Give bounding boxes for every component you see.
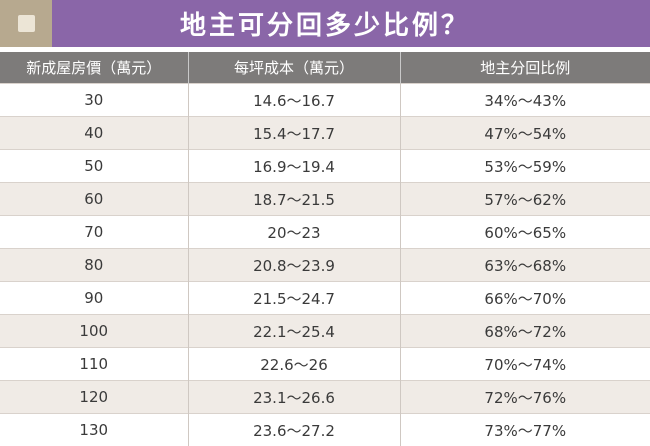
table-row: 80 20.8～23.9 63%～68% (0, 249, 650, 282)
cell-cost: 15.4～17.7 (188, 117, 400, 150)
page-title: 地主可分回多少比例？ (180, 5, 470, 42)
header-row: 新成屋房價（萬元） 每坪成本（萬元） 地主分回比例 (0, 52, 650, 84)
cell-cost: 16.9～19.4 (188, 150, 400, 183)
cell-price: 70 (0, 216, 188, 249)
table-row: 30 14.6～16.7 34%～43% (0, 84, 650, 117)
cell-share: 66%～70% (400, 282, 650, 315)
header-cost-per-ping: 每坪成本（萬元） (188, 52, 400, 84)
cell-price: 50 (0, 150, 188, 183)
cell-price: 40 (0, 117, 188, 150)
table-row: 130 23.6～27.2 73%～77% (0, 414, 650, 446)
cell-cost: 20～23 (188, 216, 400, 249)
cell-share: 57%～62% (400, 183, 650, 216)
cell-price: 100 (0, 315, 188, 348)
badge (0, 0, 52, 47)
cell-price: 30 (0, 84, 188, 117)
cell-cost: 20.8～23.9 (188, 249, 400, 282)
cell-share: 70%～74% (400, 348, 650, 381)
table-row: 100 22.1～25.4 68%～72% (0, 315, 650, 348)
cell-share: 68%～72% (400, 315, 650, 348)
title-bar: 地主可分回多少比例？ (0, 0, 650, 47)
cell-cost: 22.6～26 (188, 348, 400, 381)
cell-share: 53%～59% (400, 150, 650, 183)
cell-cost: 21.5～24.7 (188, 282, 400, 315)
header-new-house-price: 新成屋房價（萬元） (0, 52, 188, 84)
table-row: 120 23.1～26.6 72%～76% (0, 381, 650, 414)
cell-cost: 23.6～27.2 (188, 414, 400, 446)
table-row: 60 18.7～21.5 57%～62% (0, 183, 650, 216)
header-landowner-share: 地主分回比例 (400, 52, 650, 84)
cell-share: 34%～43% (400, 84, 650, 117)
table-row: 90 21.5～24.7 66%～70% (0, 282, 650, 315)
cell-cost: 14.6～16.7 (188, 84, 400, 117)
square-icon (18, 15, 35, 32)
cell-cost: 18.7～21.5 (188, 183, 400, 216)
data-table: 新成屋房價（萬元） 每坪成本（萬元） 地主分回比例 30 14.6～16.7 3… (0, 52, 650, 446)
cell-share: 47%～54% (400, 117, 650, 150)
table-row: 110 22.6～26 70%～74% (0, 348, 650, 381)
table-row: 40 15.4～17.7 47%～54% (0, 117, 650, 150)
cell-cost: 23.1～26.6 (188, 381, 400, 414)
cell-price: 80 (0, 249, 188, 282)
table-row: 50 16.9～19.4 53%～59% (0, 150, 650, 183)
cell-share: 60%～65% (400, 216, 650, 249)
cell-cost: 22.1～25.4 (188, 315, 400, 348)
cell-price: 130 (0, 414, 188, 446)
cell-price: 110 (0, 348, 188, 381)
cell-share: 63%～68% (400, 249, 650, 282)
cell-price: 120 (0, 381, 188, 414)
cell-price: 60 (0, 183, 188, 216)
cell-share: 72%～76% (400, 381, 650, 414)
table-row: 70 20～23 60%～65% (0, 216, 650, 249)
cell-price: 90 (0, 282, 188, 315)
cell-share: 73%～77% (400, 414, 650, 446)
